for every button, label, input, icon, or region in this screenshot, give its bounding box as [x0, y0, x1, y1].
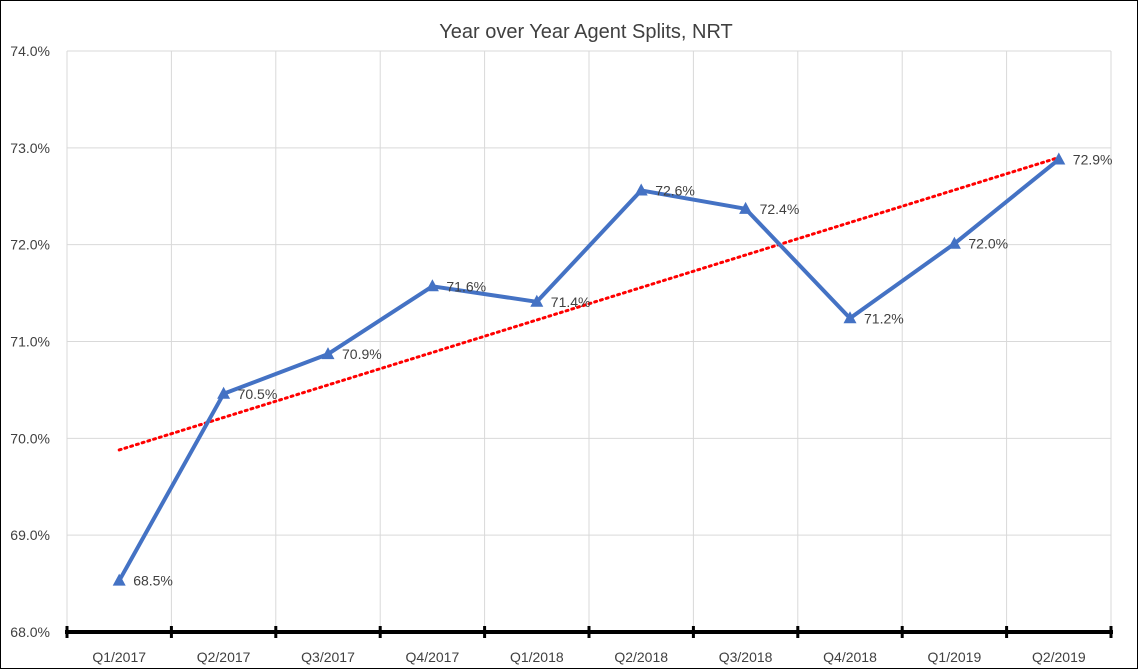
- y-axis-tick-labels: 68.0% 69.0% 70.0% 71.0% 72.0% 73.0% 74.0%: [10, 43, 50, 640]
- data-point-marker: [217, 386, 231, 399]
- x-axis: Q1/2017 Q2/2017 Q3/2017 Q4/2017 Q1/2018 Q2/20…: [65, 626, 1113, 665]
- data-label: 71.4%: [551, 294, 591, 310]
- x-tick-label: Q3/2018: [719, 649, 773, 665]
- data-label: 72.0%: [968, 236, 1008, 252]
- data-label: 70.5%: [238, 386, 278, 402]
- trendline: [117, 156, 1061, 452]
- y-tick-label: 69.0%: [10, 527, 50, 543]
- series-line: [117, 157, 1061, 582]
- data-point-marker: [321, 347, 335, 360]
- x-tick-label: Q2/2018: [614, 649, 668, 665]
- data-point-marker: [739, 201, 753, 214]
- data-point-marker: [112, 573, 126, 586]
- data-point-marker: [1052, 152, 1066, 165]
- y-tick-label: 68.0%: [10, 624, 50, 640]
- series-layer: [112, 152, 1066, 586]
- data-label: 68.5%: [133, 573, 173, 589]
- x-tick-label: Q1/2019: [928, 649, 982, 665]
- trendline-layer: [117, 156, 1061, 452]
- data-point-marker: [634, 183, 648, 196]
- x-tick-label: Q1/2017: [92, 649, 146, 665]
- data-labels: 68.5% 70.5% 70.9% 71.6% 71.4% 72.6% 72.4% 71.2%…: [133, 151, 1112, 588]
- data-point-marker: [425, 279, 439, 292]
- chart-title: Year over Year Agent Splits, NRT: [439, 21, 733, 43]
- x-tick-label: Q4/2018: [823, 649, 877, 665]
- y-tick-label: 72.0%: [10, 237, 50, 253]
- x-tick-label: Q1/2018: [510, 649, 564, 665]
- data-label: 71.6%: [446, 278, 486, 294]
- y-tick-label: 70.0%: [10, 430, 50, 446]
- x-tick-label: Q3/2017: [301, 649, 355, 665]
- data-label: 71.2%: [864, 310, 904, 326]
- data-point-marker: [843, 311, 857, 324]
- data-label: 72.6%: [655, 182, 695, 198]
- data-point-marker: [530, 294, 544, 307]
- x-tick-label: Q2/2019: [1032, 649, 1086, 665]
- x-tick-label: Q4/2017: [406, 649, 460, 665]
- data-label: 72.9%: [1073, 151, 1113, 167]
- data-point-marker: [947, 236, 961, 249]
- gridlines: [66, 50, 1112, 632]
- y-tick-label: 74.0%: [10, 43, 50, 59]
- data-label: 72.4%: [760, 201, 800, 217]
- y-tick-label: 73.0%: [10, 140, 50, 156]
- y-tick-label: 71.0%: [10, 334, 50, 350]
- x-tick-label: Q2/2017: [197, 649, 251, 665]
- data-label: 70.9%: [342, 346, 382, 362]
